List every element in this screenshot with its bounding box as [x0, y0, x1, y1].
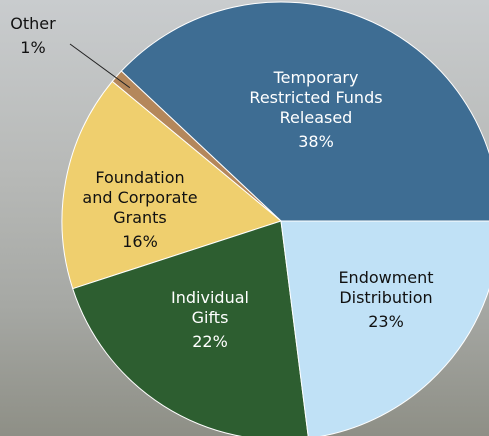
value-label: 38%: [241, 132, 391, 152]
value-label: 1%: [3, 38, 63, 58]
category-label: Individual Gifts: [164, 288, 256, 328]
slice-label: Foundation and Corporate Grants 16%: [81, 168, 199, 252]
chart: Temporary Restricted Funds Released 38% Ot…: [0, 0, 489, 436]
slice-label: Individual Gifts 22%: [164, 288, 256, 352]
category-label: Endowment Distribution: [330, 268, 442, 308]
slice-label: Other 1%: [3, 14, 63, 58]
value-label: 16%: [81, 232, 199, 252]
category-label: Temporary Restricted Funds Released: [241, 68, 391, 128]
category-label: Foundation and Corporate Grants: [81, 168, 199, 228]
slice-label: Endowment Distribution 23%: [330, 268, 442, 332]
value-label: 22%: [164, 332, 256, 352]
value-label: 23%: [330, 312, 442, 332]
slice-label: Temporary Restricted Funds Released 38%: [241, 68, 391, 152]
pie-chart: [0, 0, 489, 436]
leader-line: [70, 44, 130, 88]
category-label: Other: [3, 14, 63, 34]
